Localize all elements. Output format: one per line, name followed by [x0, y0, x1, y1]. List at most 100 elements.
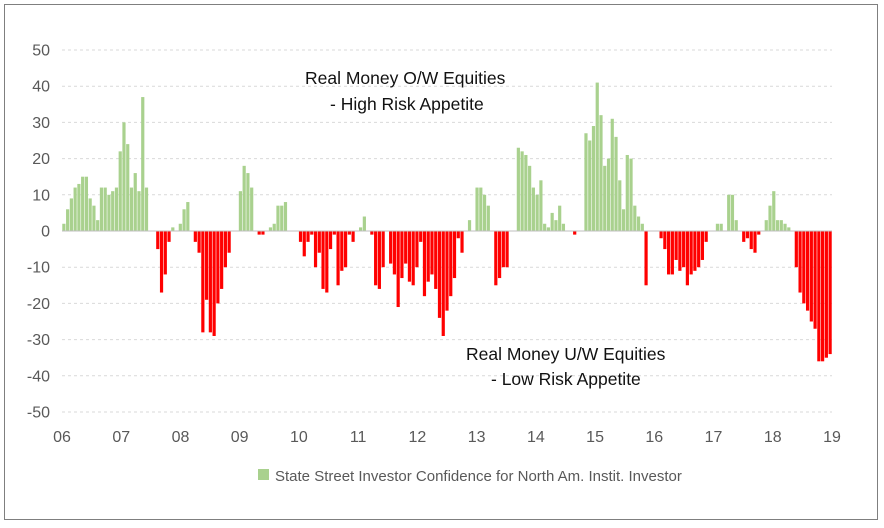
bar [310, 231, 314, 235]
bar [794, 231, 798, 268]
bar [618, 180, 622, 231]
bar [479, 187, 483, 231]
bar [167, 231, 171, 242]
bar [475, 187, 479, 231]
bar [381, 231, 385, 268]
bar [772, 191, 776, 231]
bar [370, 231, 374, 235]
bar [250, 187, 254, 231]
bar [524, 154, 528, 231]
x-tick-label: 09 [231, 429, 249, 446]
bar [727, 194, 731, 231]
bar [546, 227, 551, 231]
bar [531, 187, 535, 231]
bar [362, 216, 366, 231]
x-tick-label: 15 [586, 429, 604, 446]
bar [734, 220, 738, 231]
y-tick-label: 40 [32, 79, 50, 96]
bar [141, 97, 145, 231]
bar [268, 227, 273, 231]
bar [486, 205, 490, 231]
annotation-low-risk: Real Money U/W Equities - Low Risk Appet… [466, 344, 666, 389]
bar [321, 231, 325, 289]
bar [610, 118, 614, 231]
bar [238, 191, 243, 231]
bar [689, 231, 693, 275]
bar [306, 231, 310, 242]
bar [92, 205, 96, 231]
bar [126, 144, 130, 231]
x-tick-label: 14 [527, 429, 545, 446]
bar [693, 231, 697, 271]
bar [88, 198, 92, 231]
bar [69, 198, 73, 231]
bar [558, 205, 562, 231]
bar [111, 191, 115, 231]
bar [824, 231, 828, 358]
bar [629, 158, 633, 231]
bar [325, 231, 329, 293]
bar [798, 231, 802, 293]
bar [426, 231, 430, 282]
bar [828, 231, 832, 355]
legend-label: State Street Investor Confidence for Nor… [275, 468, 682, 485]
bar [137, 191, 141, 231]
bar [783, 223, 787, 231]
bar [411, 231, 415, 286]
bar [745, 231, 750, 239]
bar [670, 231, 674, 275]
bar [456, 231, 460, 239]
bar [227, 231, 231, 253]
bar [640, 223, 644, 231]
bar [636, 216, 641, 231]
bar [171, 227, 175, 231]
bar [633, 205, 637, 231]
bar [223, 231, 227, 268]
bar [122, 122, 126, 231]
x-tick-label: 10 [290, 429, 308, 446]
bar [163, 231, 167, 275]
bar [460, 231, 464, 253]
bar [404, 231, 408, 264]
bar [340, 231, 344, 271]
bar [118, 151, 122, 231]
bar [584, 133, 588, 231]
bar [809, 231, 813, 322]
bar [516, 147, 520, 231]
bar [588, 140, 592, 231]
bar [817, 231, 821, 362]
x-tick-label: 08 [172, 429, 190, 446]
bar [332, 231, 336, 235]
bar [182, 209, 186, 231]
bar [625, 154, 629, 231]
bar [467, 220, 472, 231]
bar [99, 187, 104, 231]
bar [133, 173, 137, 231]
x-tick-label: 07 [112, 429, 130, 446]
bar [663, 231, 667, 250]
bar [328, 231, 333, 250]
legend: State Street Investor Confidence for Nor… [258, 468, 682, 485]
bar [802, 231, 806, 304]
bar [77, 183, 81, 231]
bar [84, 176, 89, 231]
bar [554, 220, 558, 231]
bar [216, 231, 220, 304]
bar [757, 231, 761, 235]
annotation-low-risk-line1: Real Money U/W Equities [466, 344, 666, 364]
y-tick-label: -40 [27, 368, 50, 385]
bar [494, 231, 498, 286]
bar [107, 194, 111, 231]
bar [685, 231, 689, 286]
bar [535, 194, 539, 231]
bar [764, 220, 768, 231]
x-tick-label: 11 [350, 429, 367, 446]
x-tick-label: 16 [645, 429, 663, 446]
bar [742, 231, 746, 242]
bar [434, 231, 438, 289]
bar [407, 231, 412, 282]
bar [614, 136, 618, 231]
bar [749, 231, 753, 250]
bar [659, 231, 663, 239]
bar [595, 82, 599, 231]
